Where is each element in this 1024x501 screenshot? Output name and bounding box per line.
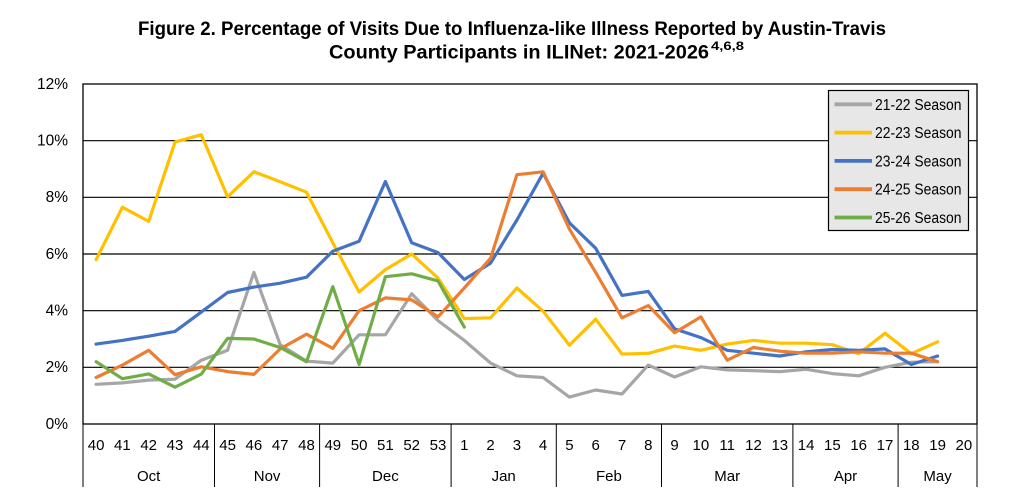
svg-text:50: 50 [351, 437, 368, 454]
svg-text:24-25 Season: 24-25 Season [875, 182, 962, 199]
svg-text:19: 19 [929, 437, 946, 454]
svg-text:8%: 8% [46, 189, 69, 206]
svg-text:12: 12 [745, 437, 762, 454]
svg-text:23-24 Season: 23-24 Season [875, 153, 962, 170]
svg-text:53: 53 [430, 437, 447, 454]
svg-text:1: 1 [460, 437, 468, 454]
svg-text:51: 51 [377, 437, 394, 454]
svg-text:25-26 Season: 25-26 Season [875, 210, 962, 227]
svg-text:13: 13 [771, 437, 788, 454]
svg-text:County Participants in ILINet:: County Participants in ILINet: 2021-2026 [329, 42, 709, 64]
svg-text:6%: 6% [46, 246, 69, 263]
svg-text:45: 45 [219, 437, 236, 454]
svg-text:Apr: Apr [834, 468, 857, 485]
svg-text:Feb: Feb [596, 468, 622, 485]
svg-text:4,6,8: 4,6,8 [711, 39, 744, 53]
svg-text:17: 17 [877, 437, 894, 454]
svg-text:21-22 Season: 21-22 Season [875, 97, 962, 114]
svg-text:20: 20 [956, 437, 973, 454]
svg-text:49: 49 [324, 437, 341, 454]
svg-text:10: 10 [693, 437, 710, 454]
svg-text:15: 15 [824, 437, 841, 454]
svg-text:12%: 12% [37, 76, 68, 93]
svg-text:May: May [923, 468, 952, 485]
svg-text:48: 48 [298, 437, 315, 454]
svg-text:18: 18 [903, 437, 920, 454]
svg-text:46: 46 [246, 437, 263, 454]
svg-text:2: 2 [486, 437, 494, 454]
svg-text:41: 41 [114, 437, 131, 454]
svg-text:10%: 10% [37, 133, 68, 150]
svg-text:40: 40 [88, 437, 105, 454]
svg-text:Dec: Dec [372, 468, 399, 485]
svg-text:0%: 0% [46, 416, 69, 433]
svg-text:14: 14 [798, 437, 815, 454]
svg-text:4%: 4% [46, 303, 69, 320]
svg-text:52: 52 [403, 437, 420, 454]
svg-text:7: 7 [618, 437, 626, 454]
svg-text:3: 3 [513, 437, 521, 454]
svg-text:9: 9 [670, 437, 678, 454]
svg-text:43: 43 [167, 437, 184, 454]
svg-text:Figure 2. Percentage of Visits: Figure 2. Percentage of Visits Due to In… [138, 18, 886, 40]
svg-text:11: 11 [719, 437, 735, 454]
svg-text:Jan: Jan [492, 468, 516, 485]
svg-text:47: 47 [272, 437, 289, 454]
svg-text:22-23 Season: 22-23 Season [875, 125, 962, 142]
svg-text:4: 4 [539, 437, 547, 454]
svg-text:42: 42 [140, 437, 157, 454]
svg-text:Oct: Oct [137, 468, 161, 485]
svg-text:2%: 2% [46, 359, 69, 376]
svg-text:Nov: Nov [254, 468, 281, 485]
svg-text:44: 44 [193, 437, 210, 454]
svg-text:Mar: Mar [714, 468, 740, 485]
svg-text:6: 6 [592, 437, 600, 454]
svg-text:5: 5 [565, 437, 573, 454]
svg-text:8: 8 [644, 437, 652, 454]
svg-text:16: 16 [850, 437, 867, 454]
